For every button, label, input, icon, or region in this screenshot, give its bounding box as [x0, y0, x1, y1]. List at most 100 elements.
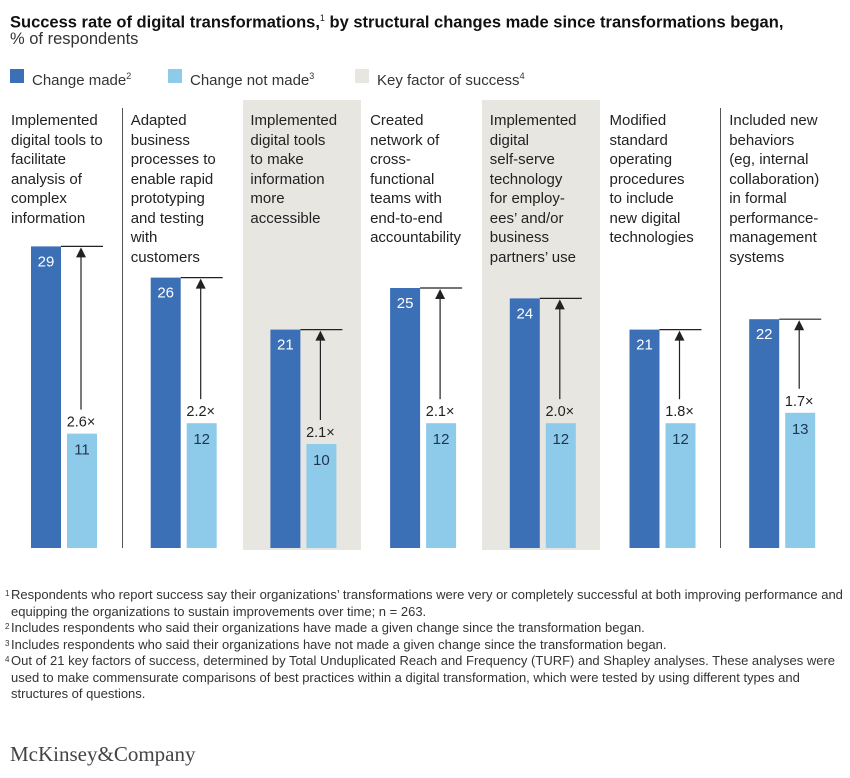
bar-change-not-made	[186, 423, 217, 548]
multiplier-label: 2.2×	[186, 404, 215, 420]
category-label-line: systems	[729, 248, 785, 266]
value-label-change-not-made: 11	[74, 442, 90, 459]
value-label-change-made: 21	[277, 337, 294, 354]
category-label-line: new digital	[609, 209, 681, 227]
category-label-line: more	[250, 190, 285, 207]
bar-change-made	[270, 329, 301, 548]
category-label-line: accessible	[250, 209, 321, 227]
category-label: Modified standard operating procedures to in…	[610, 111, 725, 248]
category-label-line: information	[250, 170, 325, 188]
category-label-line: processes to	[130, 151, 216, 168]
category-label-line: business	[130, 131, 190, 149]
category-label-line: Implemented	[489, 112, 577, 129]
category-label-line: analysis of	[11, 170, 82, 188]
chart-title-text: Success rate of digital transformations,	[10, 13, 320, 32]
category-label-line: Implemented	[11, 112, 98, 129]
legend-label-change-not-made: Change not made	[190, 72, 310, 89]
footnote-1: 1 Respondents who report success say thei…	[5, 587, 843, 619]
category-label-line: teams with	[370, 190, 442, 207]
legend-swatch-key-factor	[355, 69, 369, 83]
category-label-line: customers	[130, 248, 200, 266]
legend-footnote-mark: 2	[126, 71, 132, 81]
category-label-line: end-to-end	[370, 209, 443, 227]
category-label-line: digital tools	[250, 131, 326, 149]
category-label-line: in formal	[729, 190, 787, 207]
chart-subtitle: % of respondents	[10, 30, 139, 48]
category-label: Created network of cross-functional teams w…	[370, 111, 485, 248]
multiplier-label: 2.6×	[67, 415, 96, 431]
category-label-line: management	[729, 229, 817, 246]
multiplier-arrow-head	[554, 299, 565, 310]
key-factor-background	[482, 100, 601, 550]
value-label-change-made: 21	[636, 337, 653, 354]
bar-change-not-made	[545, 423, 576, 548]
value-label-change-not-made: 12	[193, 431, 210, 448]
category-label-line: to make	[250, 151, 304, 168]
bar-change-not-made	[785, 412, 816, 548]
category-label-line: for employ-	[489, 190, 565, 207]
legend-footnote-mark: 3	[309, 71, 315, 81]
category-label: Implemented digital self-serve technology fo…	[490, 111, 605, 267]
multiplier-arrow-head	[435, 289, 446, 299]
bar-change-not-made	[665, 423, 696, 548]
category-label-line: collaboration)	[729, 170, 820, 188]
category-label-line: Created	[370, 112, 424, 129]
legend-label-change-made: Change made	[32, 72, 127, 89]
value-label-change-made: 25	[397, 295, 414, 312]
category-label-line: accountability	[370, 229, 461, 246]
title-footnote-mark: 1	[319, 13, 325, 23]
category-label-line: information	[11, 209, 86, 227]
footnote-2: 2 Includes respondents who said their org…	[5, 620, 645, 635]
category-label-line: partners’ use	[489, 248, 576, 266]
value-label-change-made: 29	[38, 253, 55, 270]
chart-area: Implemented digital tools to facilitate ana…	[0, 100, 850, 550]
category-label-line: (eg, internal	[729, 151, 809, 168]
category-label: Included new behaviors (eg, internal collab…	[729, 111, 844, 267]
category-label: Implemented digital tools to facilitate ana…	[11, 111, 126, 228]
value-label-change-made: 26	[157, 285, 174, 302]
category-label-line: facilitate	[11, 151, 67, 168]
footnote-3: 3 Includes respondents who said their org…	[5, 636, 667, 652]
bar-change-made	[629, 329, 660, 548]
bar-change-not-made	[67, 433, 97, 548]
category-label-line: standard	[609, 131, 668, 149]
footnote-4: 4 Out of 21 key factors of success, deter…	[5, 653, 836, 701]
multiplier-label: 2.1×	[426, 404, 455, 420]
legend-swatch-change-not-made	[168, 69, 182, 83]
value-label-change-not-made: 12	[672, 431, 689, 448]
mckinsey-logo: McKinsey&Company	[10, 742, 196, 766]
multiplier-arrow-head	[76, 247, 86, 258]
bar-change-not-made	[426, 423, 457, 548]
category-label-line: Implemented	[250, 112, 338, 129]
category-label-line: digital tools to	[11, 131, 103, 149]
value-label-change-made: 22	[756, 326, 773, 343]
category-label-line: network of	[370, 131, 440, 149]
category-label: Adapted business processes to enable rapid p…	[131, 111, 246, 267]
category-label-line: digital	[489, 131, 529, 149]
category-label-line: performance-	[729, 209, 819, 227]
multiplier-label: 1.7×	[785, 394, 814, 410]
legend-footnote-mark: 4	[519, 71, 525, 81]
bar-change-not-made	[306, 444, 337, 548]
category-label-line: complex	[11, 190, 67, 207]
value-label-change-not-made: 12	[552, 431, 569, 448]
footnotes: 1 Respondents who report success say thei…	[5, 587, 845, 703]
value-label-change-not-made: 10	[313, 452, 330, 469]
multiplier-arrow-head	[674, 330, 685, 341]
category-label-line: technology	[489, 170, 563, 188]
bar-change-made	[31, 246, 61, 548]
bar-change-made	[509, 298, 540, 548]
column-divider	[121, 108, 123, 548]
category-label-line: technologies	[609, 229, 694, 246]
bar-chart-svg: 29 11 2.6× 26 12 2.2× 21 10 2.1× 25 12 2.1× 24 12 2.0×…	[31, 245, 822, 548]
category-label-line: enable rapid	[130, 170, 214, 188]
key-factor-background	[243, 100, 361, 550]
multiplier-label: 2.1×	[306, 425, 335, 441]
category-label-line: Adapted	[130, 112, 187, 129]
multiplier-arrow-head	[794, 320, 805, 331]
multiplier-arrow-head	[195, 278, 206, 289]
category-label: Implemented digital tools to make informati…	[250, 111, 365, 228]
category-label-line: cross-	[370, 151, 411, 168]
category-label-line: to include	[609, 190, 674, 207]
category-label-line: business	[489, 229, 549, 246]
